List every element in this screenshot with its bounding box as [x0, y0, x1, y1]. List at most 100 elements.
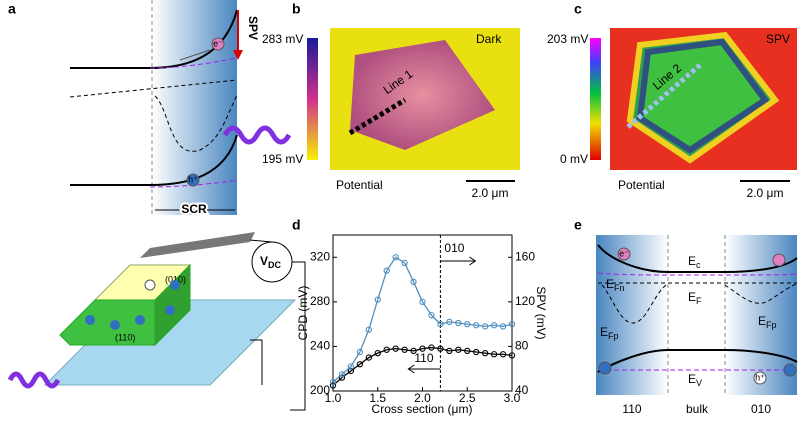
series-marker [410, 278, 417, 285]
series-marker [464, 347, 471, 355]
series-marker [446, 347, 453, 355]
hole-icon [110, 320, 120, 330]
condition: Dark [476, 32, 502, 46]
sub: Fp [766, 320, 777, 330]
light-wave [222, 125, 292, 145]
y-tick-label: 280 [310, 294, 330, 308]
ev-label: EV [688, 372, 702, 388]
series-marker [508, 352, 516, 359]
x-tick-label: 3.0 [504, 391, 521, 405]
condition: SPV [766, 32, 790, 46]
panel-label: b [292, 1, 301, 17]
annotation-arrow [440, 256, 477, 266]
panel-d: d Cross section (μm) CPD (mV) SPV (mV) 1… [292, 217, 548, 416]
series-marker [410, 347, 417, 355]
spv-label: SPV [246, 16, 260, 40]
panel-e: e e⁻ h⁺ Ec EFn EF EFp EFp EV 110 bulk 01… [574, 217, 798, 416]
electron-label: e⁻ [213, 38, 223, 48]
cbar-max: 283 mV [262, 32, 303, 46]
line-1 [348, 97, 407, 136]
x-tick-label: 1.0 [325, 391, 342, 405]
vb-band [70, 134, 238, 186]
series-marker [455, 346, 462, 353]
scr-label: SCR [181, 202, 207, 216]
ef-light [154, 94, 238, 152]
arrow [179, 49, 211, 61]
caption: Potential [336, 178, 383, 192]
panel-label: d [292, 217, 301, 233]
x-tick-label: 1.5 [369, 391, 386, 405]
electron-label: e⁻ [619, 248, 629, 258]
e: E [688, 290, 696, 304]
series-marker [428, 344, 435, 351]
series-marker [481, 349, 489, 357]
e: E [606, 277, 614, 291]
region-label: 010 [751, 402, 771, 416]
ef-label: EF [688, 290, 702, 306]
electron-icon [617, 247, 631, 261]
efn-label: EFn [606, 277, 625, 293]
electron-icon [211, 37, 225, 51]
facet-side-label: (110) [115, 332, 135, 342]
scale-label: 2.0 μm [747, 186, 784, 200]
series-marker [329, 378, 337, 386]
plot-frame [332, 234, 513, 392]
efn [597, 272, 798, 276]
series-marker [392, 345, 399, 352]
series-marker [428, 312, 435, 319]
efp-label: EFp [600, 325, 619, 341]
e: E [688, 254, 696, 268]
series-marker [392, 254, 399, 261]
series-marker [419, 298, 426, 306]
y2-tick-label: 80 [515, 339, 529, 353]
series-marker [347, 363, 355, 370]
series-marker [383, 267, 390, 274]
series-marker [419, 345, 426, 352]
series-marker [365, 354, 372, 361]
vdc-sub: DC [268, 260, 281, 270]
efn [149, 57, 238, 69]
efp [149, 179, 238, 188]
region-label: 110 [622, 402, 641, 416]
series-marker [437, 320, 444, 328]
series-marker [464, 320, 471, 328]
region-label: bulk [686, 402, 709, 416]
sub: V [696, 378, 702, 388]
series-marker [473, 322, 480, 329]
series-marker [499, 351, 507, 358]
series-marker [455, 319, 462, 327]
hole-label: h⁺ [188, 174, 198, 184]
sub: F [696, 296, 702, 306]
facet-top-label: (010) [165, 274, 186, 284]
hole-icon [783, 363, 797, 377]
annotation: 010 [444, 241, 464, 255]
hole-icon [85, 315, 95, 325]
sub: Fn [614, 283, 625, 293]
y2-tick-label: 160 [515, 249, 535, 263]
hole-icon [753, 371, 767, 385]
series-marker [490, 322, 498, 329]
panel-label: c [574, 1, 582, 17]
y2-tick-label: 120 [515, 294, 535, 308]
light-wave [7, 371, 61, 389]
y2-tick-label: 40 [515, 383, 529, 397]
series-marker [446, 318, 453, 326]
hole-icon [144, 279, 156, 291]
series-marker [473, 348, 480, 356]
spv-arrowhead [233, 50, 243, 60]
wire [249, 239, 306, 411]
ec-label: Ec [688, 254, 701, 270]
hole-label: h⁺ [755, 372, 765, 382]
panel-c: c 203 mV 0 mV Line 2 SPV Potential 2.0 μ… [547, 1, 797, 200]
series-marker [374, 296, 381, 303]
cbar-min: 195 mV [262, 152, 303, 166]
series-marker [490, 351, 498, 358]
series-marker [383, 346, 390, 353]
crystal [350, 40, 495, 150]
e: E [688, 372, 696, 386]
series-marker [347, 367, 355, 375]
caption: Potential [618, 178, 665, 192]
cbar-max: 203 mV [547, 32, 588, 46]
hole-icon [135, 315, 145, 325]
